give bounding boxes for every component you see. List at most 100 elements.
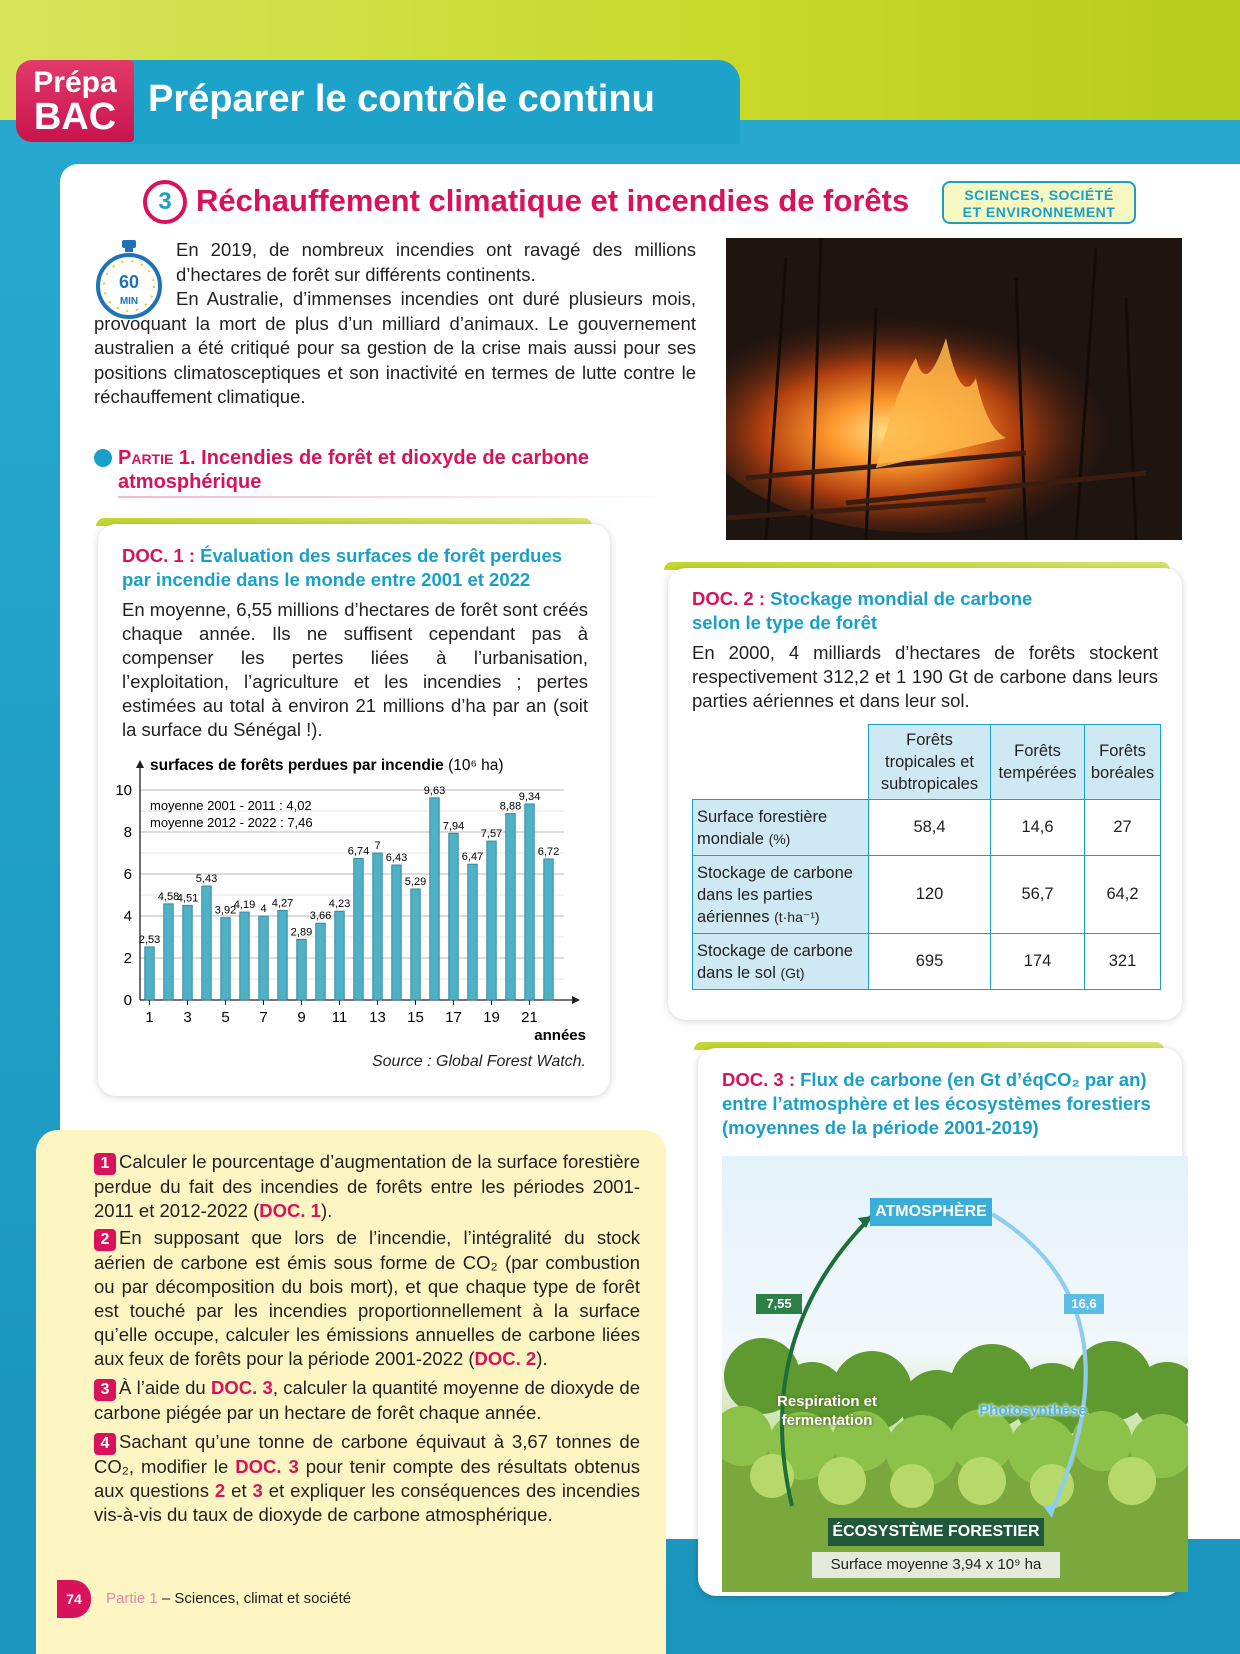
flux-in-value: 16,6	[1064, 1294, 1104, 1314]
doc3-title-text: Flux de carbone (en Gt d’éqCO₂ par an) e…	[722, 1069, 1151, 1138]
chart-x-tick-label: 3	[183, 1009, 191, 1026]
chart-x-arrow	[572, 996, 580, 1004]
table-row: Stockage de carbone dans les parties aér…	[692, 855, 1161, 934]
question-4-text: Sachant qu’une tonne de carbone équivaut…	[94, 1431, 640, 1477]
partie-heading: Partie 1. Incendies de forêt et dioxyde …	[94, 446, 684, 498]
table-corner	[692, 724, 869, 800]
title-tab	[120, 60, 740, 144]
chart-y-tick-label: 4	[124, 908, 132, 925]
question-3-doc-ref: DOC. 3	[210, 1377, 273, 1398]
chart-x-tick-label: 19	[483, 1009, 500, 1026]
chart-y-tick-label: 8	[124, 824, 132, 841]
chart-data-label: 5,43	[196, 873, 217, 885]
row-header: Surface forestière mondiale (%)	[692, 799, 869, 856]
surface-label: Surface moyenne 3,94 x 10⁹ ha	[812, 1552, 1060, 1578]
chart-bar	[448, 832, 459, 1001]
doc1-title: DOC. 1 : Évaluation des surfaces de forê…	[122, 544, 592, 592]
table-row: Stockage de carbone dans le sol (Gt) 695…	[692, 933, 1161, 990]
chart-data-label: 7	[374, 840, 380, 852]
doc3-title: DOC. 3 : Flux de carbone (en Gt d’éqCO₂ …	[722, 1068, 1168, 1140]
question-4: 4 Sachant qu’une tonne de carbone équivau…	[94, 1430, 640, 1527]
chart-data-label: 9,63	[424, 785, 445, 797]
section-title: Réchauffement climatique et incendies de…	[196, 183, 910, 218]
flux-out-value: 7,55	[756, 1294, 802, 1314]
question-4-ref-2: 2	[214, 1480, 226, 1501]
chart-data-label: 3,92	[215, 905, 236, 917]
chart-x-tick-label: 9	[297, 1009, 305, 1026]
row-unit: (Gt)	[780, 964, 805, 981]
chart-data-label: 4,27	[272, 897, 293, 909]
doc1-title-text: Évaluation des surfaces de forêt perdues…	[122, 545, 563, 590]
chart-bar	[467, 863, 478, 1001]
chart-data-label: 4,58	[158, 891, 179, 903]
forest-fire-illustration	[726, 238, 1182, 540]
row-unit: (%)	[768, 830, 791, 847]
chart-bar	[505, 813, 516, 1001]
doc2-accent	[664, 562, 1170, 570]
question-1: 1 Calculer le pourcentage d’augmentation …	[94, 1150, 640, 1223]
question-4-number: 4	[94, 1433, 116, 1455]
question-3-number: 3	[94, 1379, 116, 1401]
chart-data-label: 6,74	[348, 845, 369, 857]
question-4-end: et expliquer les conséquences des incend…	[94, 1480, 640, 1525]
chart-data-label: 9,34	[519, 791, 540, 803]
chart-bar	[144, 946, 155, 1001]
intro-paragraph-2: En Australie, d’immenses incendies ont d…	[94, 287, 696, 410]
chart-data-label: 8,88	[500, 801, 521, 813]
question-2: 2 En supposant que lors de l’incendie, l’…	[94, 1226, 640, 1371]
doc1-text: En moyenne, 6,55 millions d’hectares de …	[122, 599, 588, 740]
chart-data-label: 5,29	[405, 876, 426, 888]
stopwatch-icon: 60 MIN	[96, 240, 162, 319]
chart-y-axis-title: surfaces de forêts perdues par incendie …	[150, 757, 504, 774]
prepa-bac-badge: Prépa BAC	[16, 60, 134, 142]
chart-data-label: 6,72	[538, 846, 559, 858]
doc3-accent	[694, 1042, 1164, 1050]
fire-loss-bar-chart: 0 2 4 6 8 10 surfaces de forêts perdues par in…	[115, 757, 586, 1044]
timer-unit: MIN	[120, 296, 138, 307]
footer-partie: Partie 1	[106, 1590, 158, 1607]
table-cell: 56,7	[990, 855, 1085, 934]
doc1-source: Source : Global Forest Watch.	[371, 1053, 586, 1070]
table-cell: 64,2	[1084, 855, 1161, 934]
chart-y-arrow	[136, 760, 144, 768]
row-header: Stockage de carbone dans le sol (Gt)	[692, 933, 869, 990]
question-2-number: 2	[94, 1229, 116, 1251]
page-number: 74	[57, 1580, 91, 1618]
chart-bar	[486, 840, 497, 1001]
respiration-label: Respiration et fermentation	[776, 1393, 878, 1429]
photosynthesis-label: Photosynthèse	[979, 1402, 1087, 1419]
doc2-title: DOC. 2 : Stockage mondial de carbone sel…	[692, 587, 1072, 635]
question-1-number: 1	[94, 1153, 116, 1175]
chart-bar	[201, 885, 212, 1001]
chart-bar	[239, 911, 250, 1001]
chart-data-label: 7,57	[481, 828, 502, 840]
table-cell: 174	[990, 933, 1085, 990]
table-cell: 58,4	[868, 799, 991, 856]
row-header: Stockage de carbone dans les parties aér…	[692, 855, 869, 934]
chart-bar	[391, 864, 402, 1001]
table-cell: 120	[868, 855, 991, 934]
doc2-title-text: Stockage mondial de carbone selon le typ…	[692, 588, 1033, 633]
doc1-accent	[96, 518, 592, 526]
chart-x-tick-label: 7	[259, 1009, 267, 1026]
footer-subject: – Sciences, climat et société	[157, 1590, 352, 1607]
chart-data-label: 6,47	[462, 851, 483, 863]
chart-y-tick-label: 10	[115, 782, 132, 799]
section-number-badge: 3	[143, 180, 187, 224]
chart-data-label: 4	[260, 903, 266, 915]
question-1-doc-ref: DOC. 1	[259, 1200, 321, 1221]
table-cell: 321	[1084, 933, 1161, 990]
forest-fire-photo	[726, 238, 1182, 540]
chart-x-axis-title: années	[534, 1027, 586, 1044]
chart-data-label: 4,19	[234, 899, 255, 911]
chart-annotation: moyenne 2001 - 2011 : 4,02	[150, 798, 312, 813]
ecosystem-label: ÉCOSYSTÈME FORESTIER	[828, 1518, 1044, 1546]
question-4-doc-ref: DOC. 3	[235, 1456, 299, 1477]
chart-bar	[182, 904, 193, 1001]
chart-x-tick-label: 17	[445, 1009, 462, 1026]
partie-underline	[118, 496, 678, 498]
question-2-end: ).	[536, 1348, 548, 1369]
chart-bar	[353, 858, 364, 1001]
chart-data-label: 2,53	[139, 934, 160, 946]
footer-text: Partie 1 – Sciences, climat et société	[106, 1590, 351, 1607]
